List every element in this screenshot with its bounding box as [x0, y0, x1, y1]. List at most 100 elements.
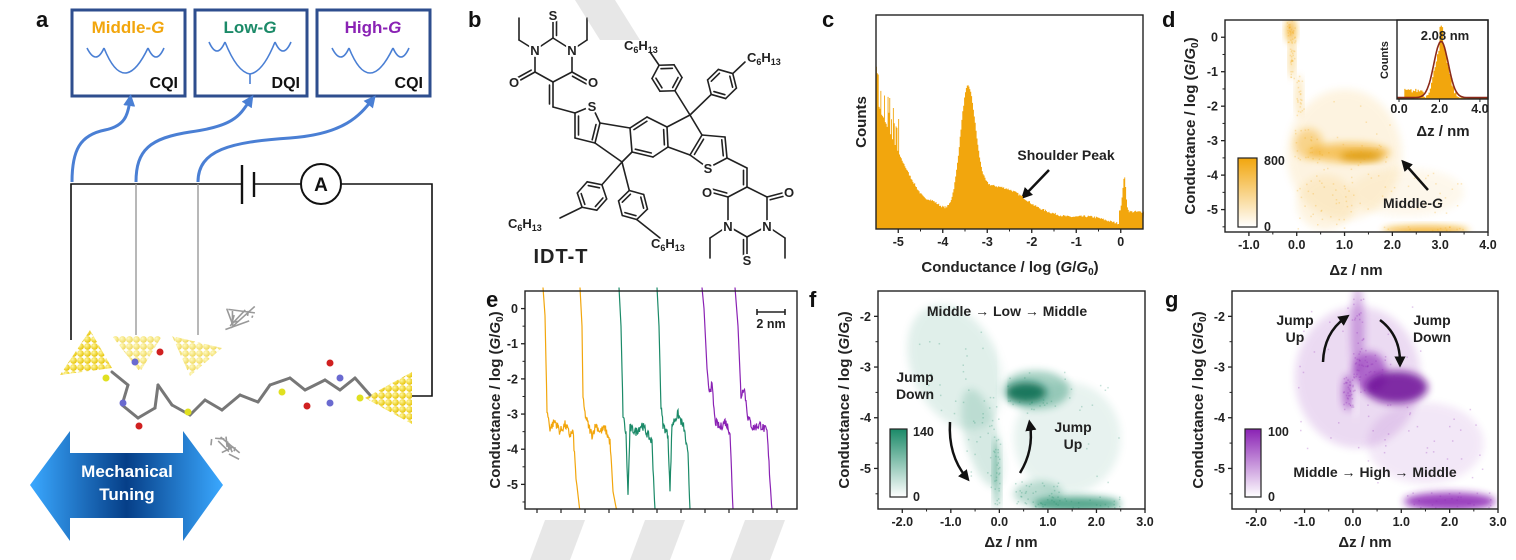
density-speckle [1433, 440, 1436, 442]
density-region [1353, 377, 1358, 418]
y-tick-label: -3 [1207, 134, 1218, 148]
double-bond [642, 193, 649, 210]
bond-stick [303, 378, 327, 392]
density-speckle [913, 378, 916, 380]
density-region [1365, 371, 1428, 404]
density-speckle [1307, 190, 1310, 193]
density-speckle [1417, 207, 1419, 210]
density-speckle [939, 384, 941, 386]
density-speckle [1050, 492, 1053, 495]
bond [552, 106, 576, 114]
bond [591, 105, 601, 124]
density-speckle [1407, 234, 1409, 236]
density-speckle [1412, 392, 1415, 394]
density-speckle [1288, 24, 1290, 26]
density-speckle [1291, 20, 1294, 22]
double-bond [621, 193, 632, 203]
density-speckle [1104, 389, 1107, 392]
density-speckle [930, 313, 932, 316]
substituent-part: 6 [660, 243, 665, 253]
density-speckle [1359, 161, 1362, 164]
state-box-middle-g: Middle-G CQI [70, 8, 187, 98]
density-speckle [1051, 499, 1053, 502]
density-speckle [1387, 433, 1390, 435]
density-speckle [1361, 364, 1363, 367]
x-tick-label: 0.0 [991, 515, 1008, 529]
density-speckle [1385, 378, 1387, 381]
hexyl-substituent-label: C6H13 [508, 216, 542, 233]
bond [599, 122, 631, 129]
density-speckle [1320, 209, 1323, 212]
density-region [1289, 37, 1295, 79]
density-speckle [940, 409, 943, 412]
bond [571, 39, 588, 51]
bond [646, 116, 668, 128]
density-speckle [1299, 90, 1302, 92]
density-speckle [1291, 58, 1293, 61]
density-speckle [1077, 507, 1080, 509]
bond [717, 68, 734, 75]
density-speckle [995, 406, 998, 408]
density-speckle [1040, 510, 1042, 512]
double-bond [729, 75, 734, 89]
y-tick-label: -4 [507, 443, 518, 457]
ammeter-label: A [314, 175, 328, 196]
density-speckle [1469, 502, 1471, 505]
y-tick-label: 0 [511, 302, 518, 316]
panel-label-c: c [822, 7, 834, 32]
bond-stick [256, 383, 272, 404]
double-bond [516, 69, 532, 79]
density-speckle [1345, 394, 1348, 397]
x-tick-label: -1 [1071, 235, 1082, 249]
bond [727, 225, 748, 238]
density-speckle [1290, 60, 1293, 63]
double-bond [580, 192, 586, 206]
substituent-part: C [747, 50, 757, 65]
density-speckle [966, 450, 968, 452]
bond [635, 218, 661, 239]
density-speckle [1297, 80, 1300, 82]
density-speckle [1289, 48, 1292, 51]
substituent-part: 13 [532, 223, 542, 233]
y-tick-label: -1 [507, 337, 518, 351]
density-speckle [1416, 425, 1419, 428]
y-tick-label: -2 [1207, 100, 1218, 114]
bond-stick [220, 393, 242, 412]
density-speckle [968, 389, 970, 391]
density-speckle [1292, 54, 1294, 57]
density-speckle [1343, 382, 1346, 385]
jump-down-label: Jump Down [1413, 312, 1451, 345]
density-speckle [1350, 168, 1353, 171]
y-axis-label: Counts [853, 96, 870, 148]
density-speckle [991, 419, 994, 422]
density-speckle [993, 436, 996, 438]
density-speckle [1357, 164, 1360, 167]
density-speckle [1366, 365, 1369, 368]
x-tick-label: 2.0 [1088, 515, 1105, 529]
density-speckle [1332, 183, 1335, 185]
hexyl-substituent-label: C6H13 [747, 50, 781, 67]
density-speckle [1330, 216, 1332, 218]
x-tick-label: -2 [1026, 235, 1037, 249]
density-speckle [1316, 175, 1318, 177]
density-speckle [1367, 460, 1370, 462]
density-speckle [1365, 121, 1368, 123]
density-speckle [1343, 227, 1346, 229]
x-axis-label: Δz / nm [1329, 262, 1382, 279]
molecule-name: IDT-T [534, 246, 589, 268]
density-speckle [1290, 60, 1293, 62]
phenyl-stick [233, 447, 236, 452]
bond [629, 127, 633, 153]
density-speckle [930, 373, 933, 376]
density-speckle [1095, 504, 1098, 506]
density-speckle [1432, 233, 1434, 235]
density-speckle [1406, 356, 1408, 358]
density-speckle [953, 306, 955, 309]
bond [621, 161, 631, 192]
density-speckle [1360, 299, 1362, 301]
atom-ball [102, 374, 110, 382]
density-speckle [1346, 205, 1349, 208]
density-speckle [1289, 24, 1291, 26]
density-speckle [1304, 129, 1307, 131]
